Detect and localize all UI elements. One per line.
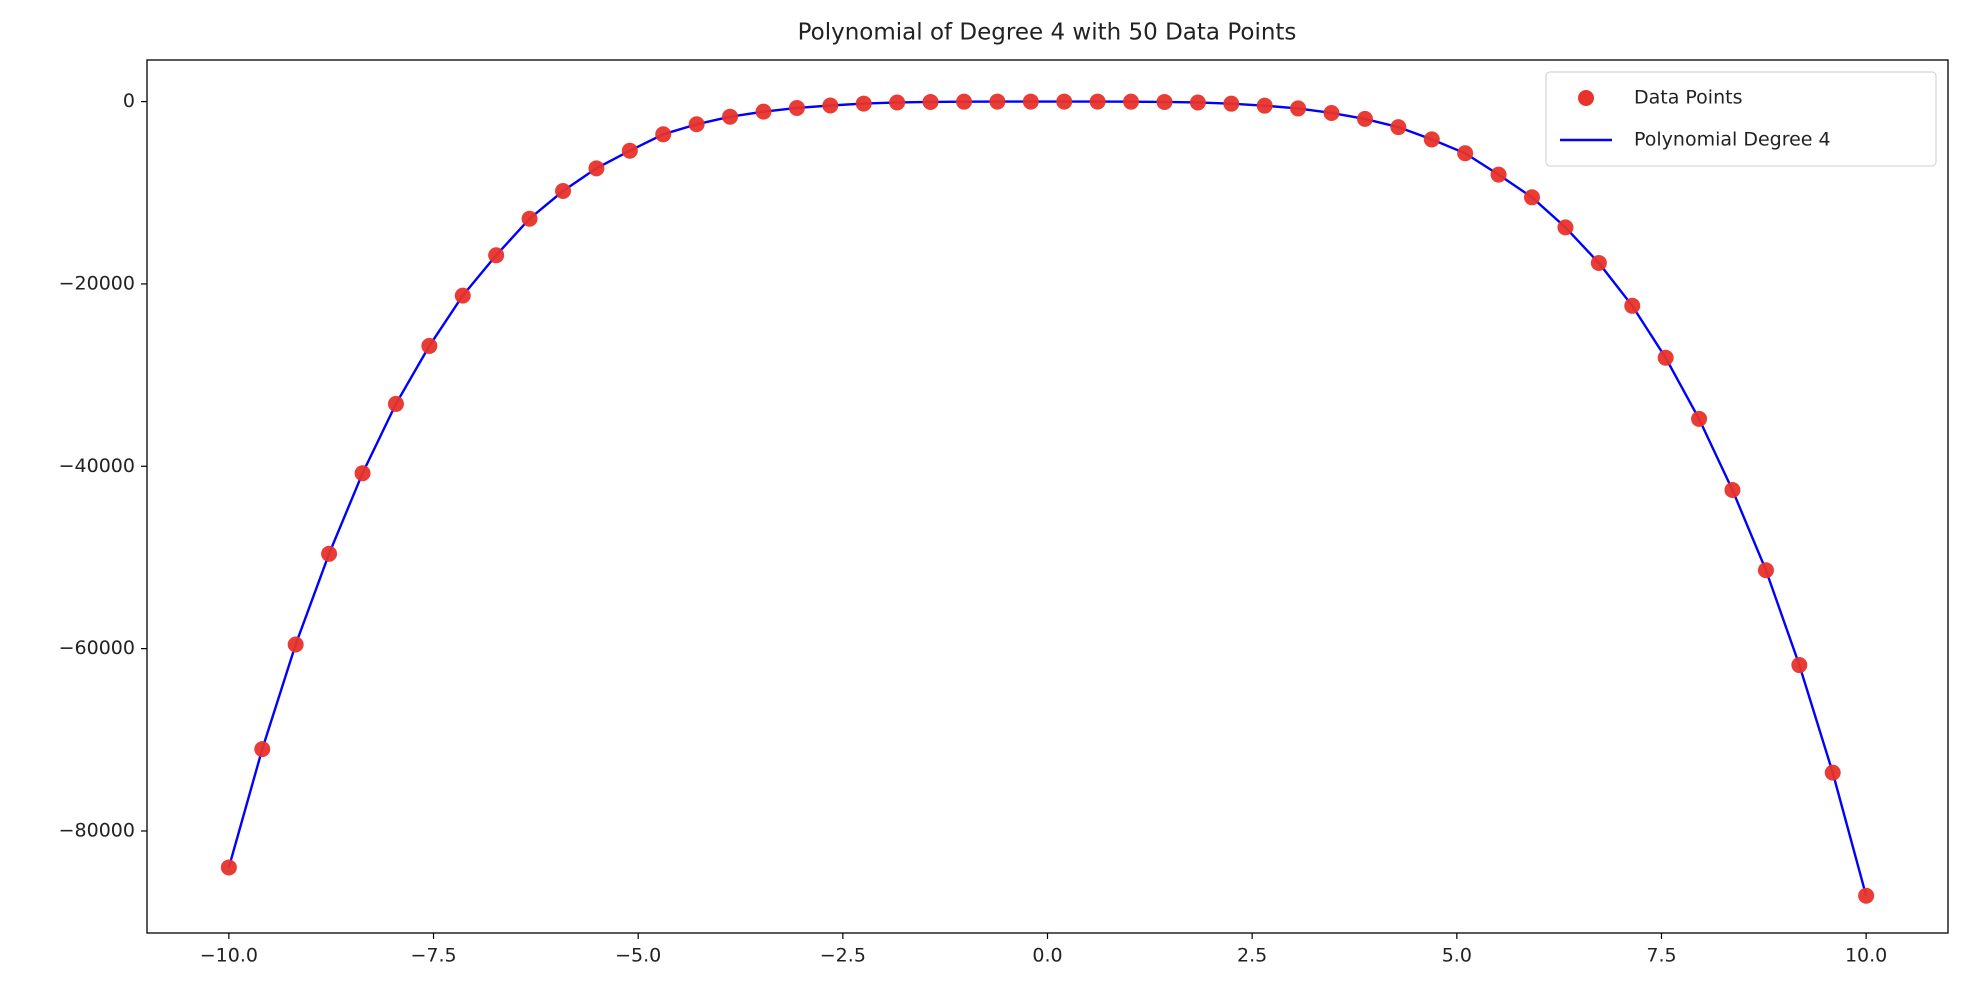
data-point xyxy=(955,93,972,110)
data-point xyxy=(922,93,939,110)
fit-line xyxy=(227,100,1868,897)
x-tick-label: 7.5 xyxy=(1646,945,1676,967)
data-point xyxy=(454,287,471,304)
data-point xyxy=(488,247,505,264)
x-tick-label: 2.5 xyxy=(1237,945,1267,967)
data-point xyxy=(1156,93,1173,110)
data-point xyxy=(1791,657,1808,674)
data-point xyxy=(1189,94,1206,111)
data-point xyxy=(1356,110,1373,127)
data-point xyxy=(354,465,371,482)
data-point xyxy=(1423,131,1440,148)
x-tick-label: −2.5 xyxy=(820,945,866,967)
data-point xyxy=(1590,254,1607,271)
y-tick-label: −40000 xyxy=(59,455,135,477)
data-point xyxy=(1457,145,1474,162)
data-point xyxy=(1557,219,1574,236)
x-tick-label: 10.0 xyxy=(1845,945,1887,967)
data-point xyxy=(1691,410,1708,427)
data-point xyxy=(688,116,705,133)
data-point xyxy=(1390,119,1407,136)
data-point xyxy=(1657,349,1674,366)
data-point xyxy=(722,108,739,125)
x-tick-label: 0.0 xyxy=(1032,945,1062,967)
data-point xyxy=(1323,104,1340,121)
data-point xyxy=(822,97,839,114)
data-point xyxy=(755,103,772,120)
x-tick-label: −10.0 xyxy=(200,945,258,967)
data-point xyxy=(1724,481,1741,498)
legend-label: Data Points xyxy=(1634,87,1742,109)
data-point xyxy=(1523,189,1540,206)
data-point xyxy=(1256,97,1273,114)
data-point xyxy=(421,337,438,354)
data-point xyxy=(555,183,572,200)
y-tick-label: −80000 xyxy=(59,819,135,841)
data-point xyxy=(1022,93,1039,110)
data-point xyxy=(1056,93,1073,110)
data-point xyxy=(1858,887,1875,904)
data-point xyxy=(889,94,906,111)
legend-marker xyxy=(1578,90,1594,106)
chart-title: Polynomial of Degree 4 with 50 Data Poin… xyxy=(798,20,1297,46)
x-tick-label: 5.0 xyxy=(1442,945,1472,967)
data-point xyxy=(1624,297,1641,314)
data-point xyxy=(1757,562,1774,579)
plot-frame xyxy=(146,59,1949,934)
y-tick-label: 0 xyxy=(123,90,135,112)
data-point xyxy=(788,99,805,116)
data-point xyxy=(655,126,672,143)
data-point xyxy=(1290,100,1307,117)
data-point xyxy=(855,95,872,112)
data-point xyxy=(621,142,638,159)
data-point xyxy=(588,160,605,177)
x-tick-label: −7.5 xyxy=(410,945,456,967)
y-tick-label: −20000 xyxy=(59,272,135,294)
legend-box xyxy=(1545,71,1937,167)
data-point xyxy=(220,859,237,876)
data-point xyxy=(287,636,304,653)
data-point xyxy=(321,545,338,562)
data-point xyxy=(1123,93,1140,110)
data-point xyxy=(254,741,271,758)
data-point xyxy=(1089,93,1106,110)
data-point xyxy=(1223,95,1240,112)
x-tick-label: −5.0 xyxy=(615,945,661,967)
data-point xyxy=(1490,166,1507,183)
data-point xyxy=(989,93,1006,110)
y-tick-label: −60000 xyxy=(59,637,135,659)
legend-label: Polynomial Degree 4 xyxy=(1634,129,1831,151)
data-point xyxy=(387,395,404,412)
data-point xyxy=(1824,764,1841,781)
data-point xyxy=(521,210,538,227)
